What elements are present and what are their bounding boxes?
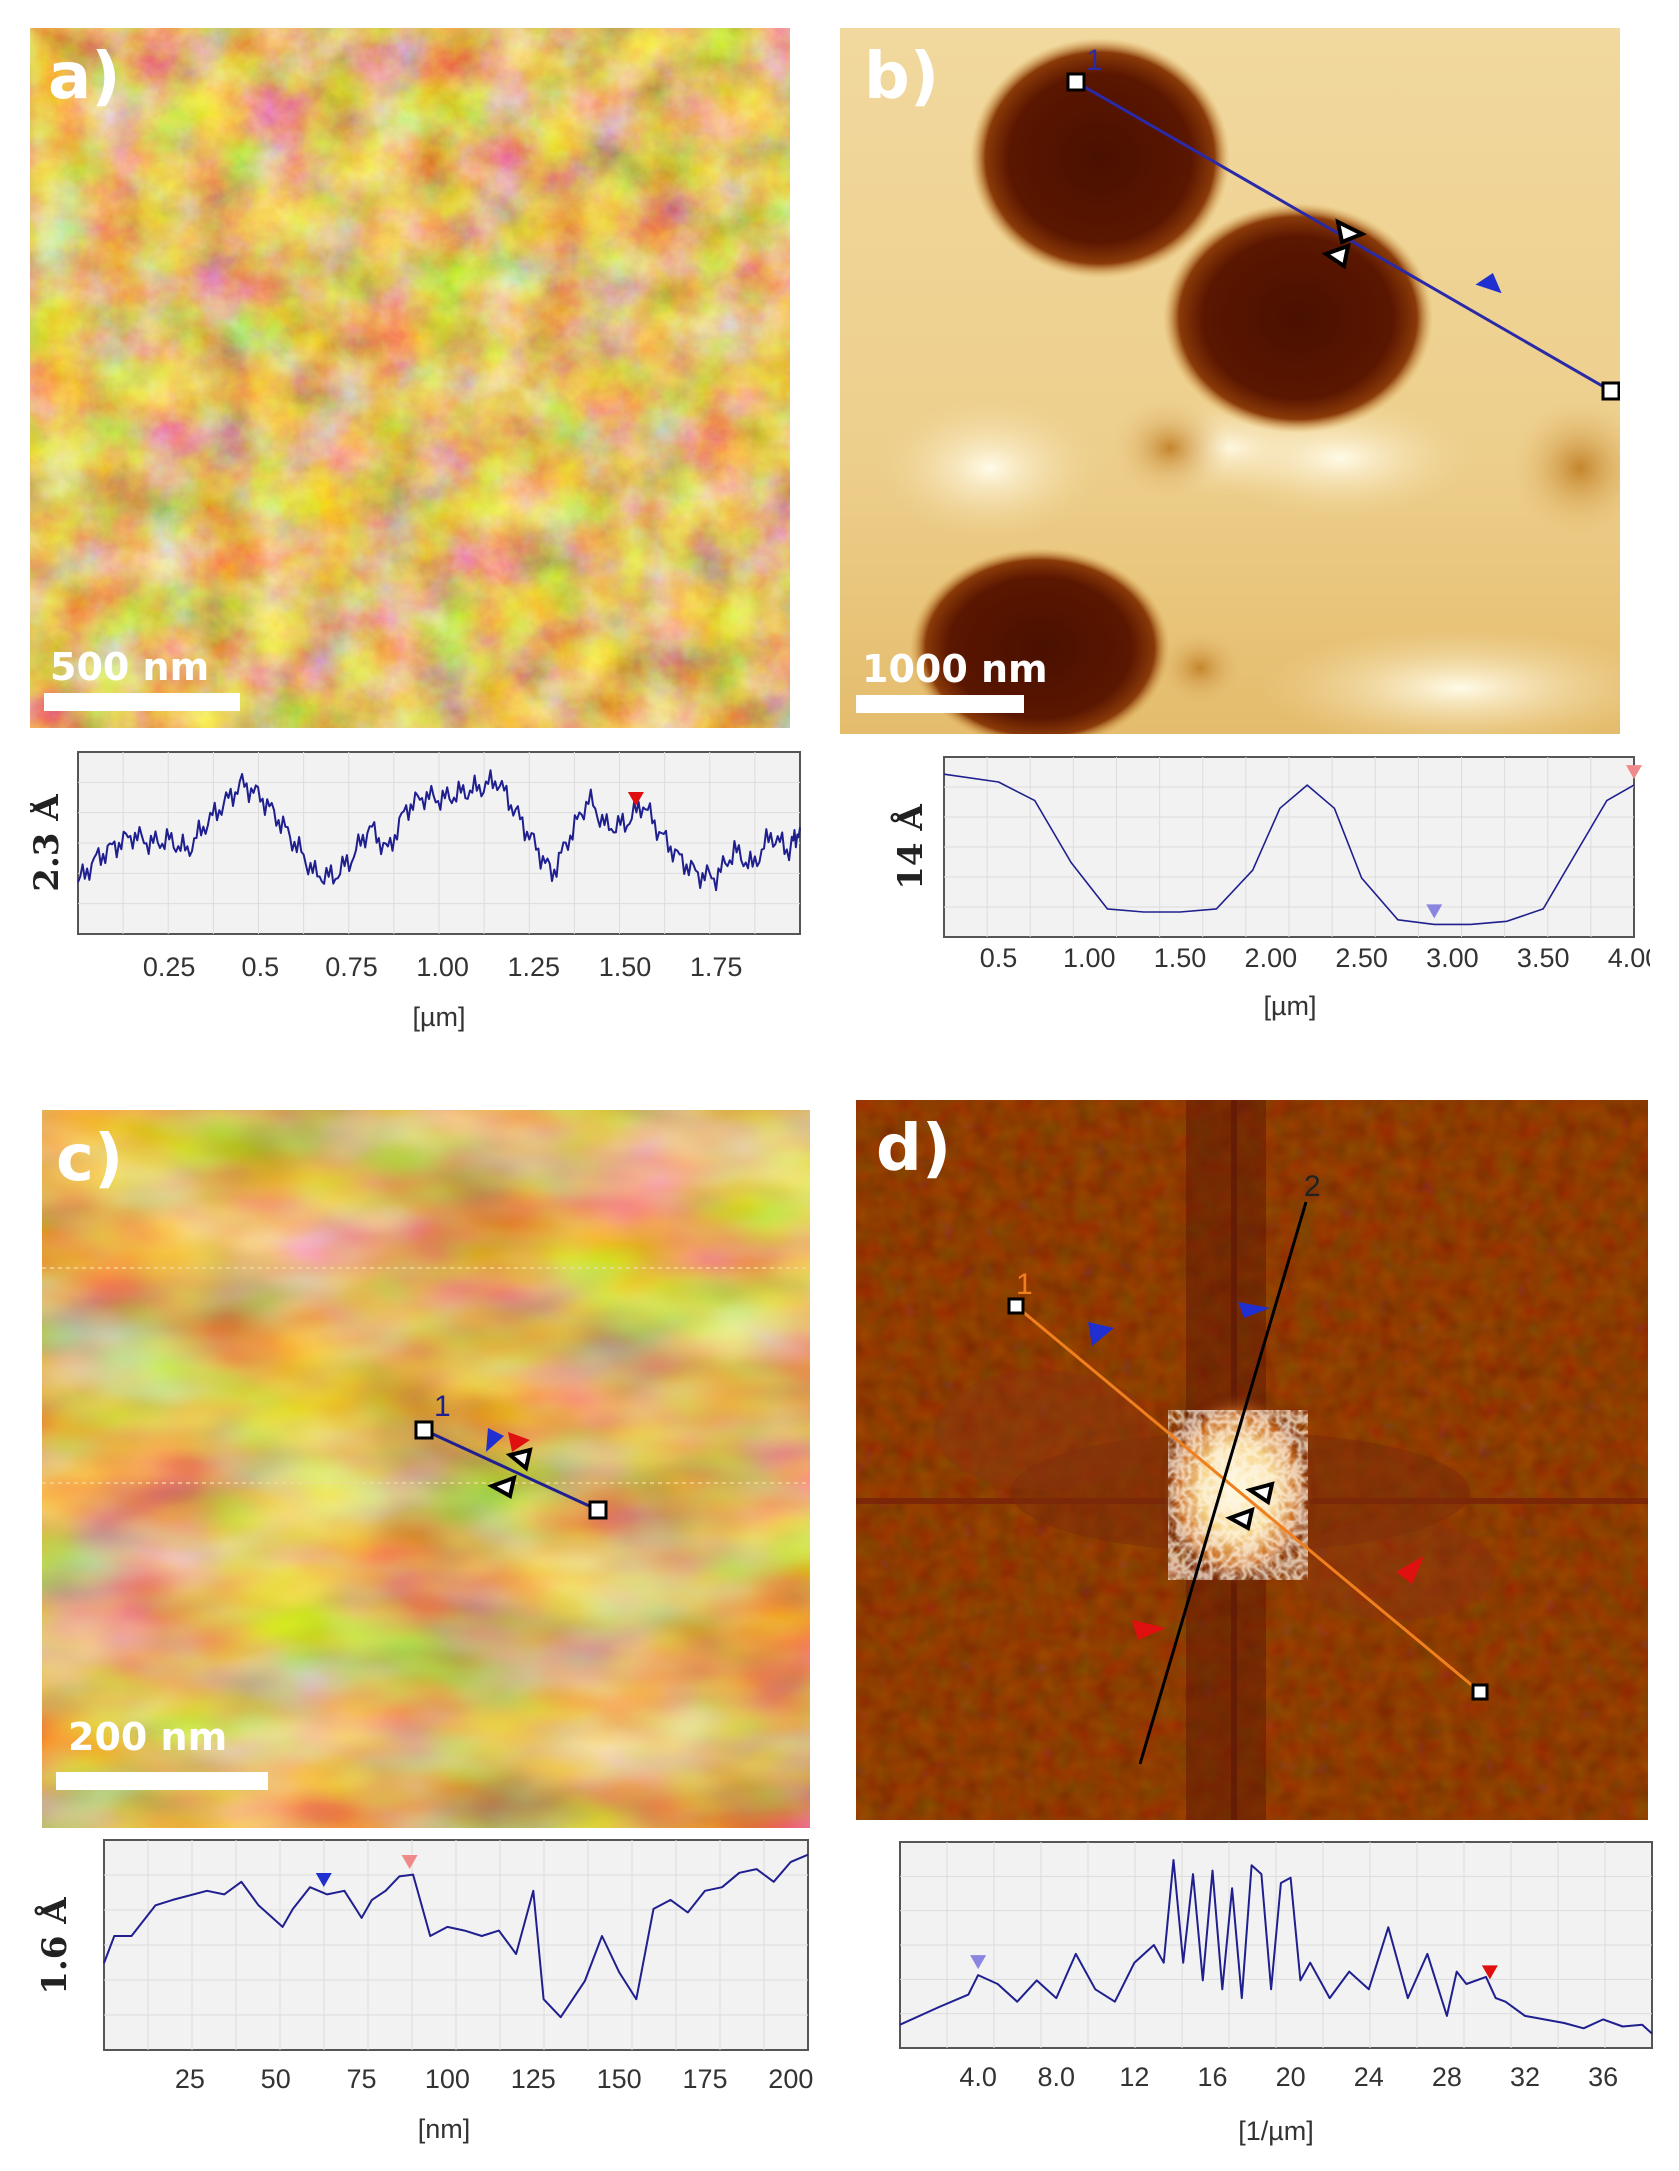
x-tick-label: 1.25 — [508, 952, 561, 982]
profile-series-line — [77, 769, 801, 892]
profile-marker[interactable] — [1426, 904, 1443, 919]
panel-c-label: c) — [56, 1122, 123, 1196]
panel-d-profile-line-1 — [1015, 1304, 1481, 1694]
x-axis-label: [nm] — [418, 2114, 471, 2144]
x-tick-label: 175 — [682, 2064, 727, 2094]
profile-series-line — [943, 773, 1635, 926]
panel-d-line2-label: 2 — [1304, 1170, 1321, 1203]
panel-c-scalebar — [56, 1772, 268, 1790]
x-tick-label: 0.25 — [143, 952, 196, 982]
panel-a-profile: 0.25 0.5 0.75 1.00 1.25 1.50 1.75 [µm] 2.3 Å — [30, 740, 810, 1050]
profile-series-line — [103, 1853, 809, 2019]
x-tick-label: 150 — [597, 2064, 642, 2094]
panel-a-image: a) 500 nm — [30, 28, 790, 728]
x-tick-label: 0.75 — [325, 952, 378, 982]
x-tick-label: 125 — [511, 2064, 556, 2094]
x-tick-label: 0.5 — [242, 952, 280, 982]
profile-marker[interactable] — [1626, 765, 1642, 780]
panel-b-scalebar — [856, 695, 1024, 713]
x-tick-label: 1.00 — [416, 952, 469, 982]
profile-marker[interactable] — [627, 792, 644, 807]
x-tick-label: 4.0 — [959, 2062, 997, 2092]
x-tick-label: 12 — [1119, 2062, 1149, 2092]
panel-b-cursor-arrow[interactable] — [1335, 218, 1367, 245]
y-axis-label: 1.6 Å — [34, 1897, 75, 1995]
panel-d-line1-end-handle[interactable] — [1471, 1683, 1489, 1701]
panel-c-profile-line — [423, 1428, 599, 1512]
panel-a-scalebar — [44, 693, 240, 711]
panel-d-marker-arrow — [1132, 1620, 1166, 1640]
x-tick-label: 16 — [1197, 2062, 1227, 2092]
x-tick-label: 24 — [1354, 2062, 1384, 2092]
x-tick-label: 0.5 — [980, 943, 1018, 973]
panel-b-profile: 0.5 1.00 1.50 2.00 2.50 3.00 3.50 4.00 [µm] 14 Å — [880, 745, 1650, 1045]
profile-marker[interactable] — [1481, 1965, 1498, 1980]
panel-d-marker-arrow — [1396, 1556, 1424, 1584]
panel-c-line-end-handle[interactable] — [588, 1500, 608, 1520]
panel-d-cursor-arrow[interactable] — [1245, 1481, 1275, 1506]
profile-marker[interactable] — [401, 1855, 418, 1870]
y-axis-label: 14 Å — [890, 804, 931, 890]
x-tick-label: 3.00 — [1426, 943, 1479, 973]
x-axis-label: [µm] — [1263, 991, 1316, 1021]
panel-d-marker-arrow — [1088, 1322, 1114, 1346]
x-tick-label: 4.00 — [1608, 943, 1650, 973]
panel-b-line-label: 1 — [1086, 44, 1103, 77]
panel-c-profile: 25 50 75 100 125 150 175 200 [nm] 1.6 Å — [32, 1828, 822, 2158]
x-tick-label: 1.50 — [1154, 943, 1207, 973]
x-tick-label: 3.50 — [1517, 943, 1570, 973]
panel-d-marker-arrow — [1238, 1302, 1270, 1318]
panel-d-cursor-arrow[interactable] — [1225, 1506, 1255, 1532]
x-tick-label: 25 — [175, 2064, 205, 2094]
profile-marker[interactable] — [315, 1872, 332, 1887]
panel-c-cursor-arrow[interactable] — [487, 1474, 517, 1500]
panel-d-line1-start-handle[interactable] — [1007, 1297, 1025, 1315]
x-axis-label: [µm] — [412, 1002, 465, 1032]
x-tick-label: 200 — [768, 2064, 813, 2094]
panel-b-label: b) — [864, 40, 939, 114]
x-axis-label: [1/µm] — [1238, 2116, 1314, 2146]
x-tick-label: 28 — [1432, 2062, 1462, 2092]
panel-d-profile-line-2 — [1138, 1201, 1308, 1765]
x-tick-label: 75 — [347, 2064, 377, 2094]
panel-c-image: c) 1 200 nm — [42, 1110, 810, 1828]
panel-a-label: a) — [48, 40, 120, 114]
panel-b-line-end-handle[interactable] — [1601, 381, 1620, 401]
panel-c-line-label: 1 — [434, 1390, 451, 1423]
panel-b-cursor-arrow[interactable] — [1321, 242, 1351, 270]
x-tick-label: 8.0 — [1037, 2062, 1075, 2092]
profile-marker[interactable] — [970, 1955, 987, 1970]
panel-b-line-start-handle[interactable] — [1066, 72, 1086, 92]
panel-c-cursor-arrow[interactable] — [505, 1447, 533, 1472]
panel-b-scalebar-text: 1000 nm — [862, 647, 1048, 691]
panel-c-marker-arrow — [508, 1432, 530, 1452]
panel-d-label: d) — [876, 1112, 951, 1186]
y-axis-label: 2.3 Å — [30, 794, 67, 892]
panel-b-marker-arrow — [1475, 273, 1502, 294]
panel-d-line1-label: 1 — [1016, 1268, 1033, 1301]
x-tick-label: 32 — [1510, 2062, 1540, 2092]
x-tick-label: 100 — [425, 2064, 470, 2094]
panel-d-profile: 4.0 8.0 12 16 20 24 28 32 36 [1/µm] — [880, 1830, 1660, 2160]
panel-c-marker-arrow — [486, 1428, 504, 1452]
profile-series-line — [899, 1859, 1653, 2035]
panel-c-line-start-handle[interactable] — [414, 1420, 434, 1440]
x-tick-label: 2.00 — [1245, 943, 1298, 973]
panel-b-image: b) 1 1000 nm — [840, 28, 1620, 734]
x-tick-label: 1.75 — [690, 952, 743, 982]
x-tick-label: 2.50 — [1335, 943, 1388, 973]
x-tick-label: 50 — [261, 2064, 291, 2094]
x-tick-label: 36 — [1588, 2062, 1618, 2092]
panel-d-image: d) 1 2 — [856, 1100, 1648, 1820]
x-tick-label: 1.50 — [599, 952, 652, 982]
x-tick-label: 1.00 — [1063, 943, 1116, 973]
x-tick-label: 20 — [1276, 2062, 1306, 2092]
panel-a-scalebar-text: 500 nm — [50, 645, 209, 689]
panel-c-scalebar-text: 200 nm — [68, 1715, 227, 1759]
